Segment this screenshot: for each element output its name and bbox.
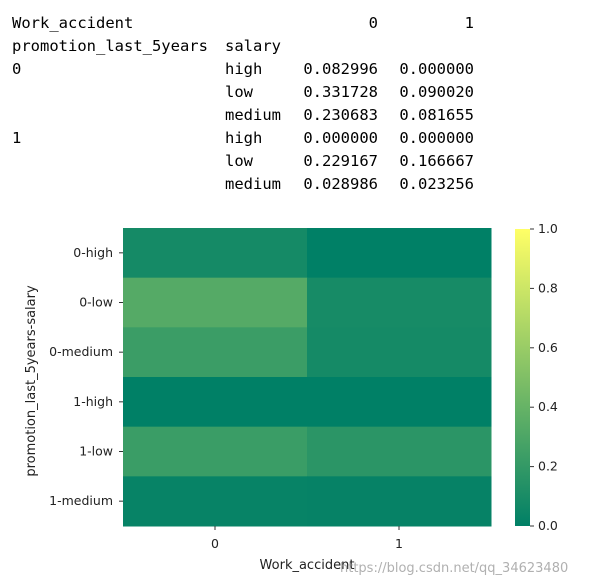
column-header-0: 0 [368, 14, 378, 32]
row-value-0: 0.230683 [303, 106, 378, 124]
y-tick-label: 0-high [73, 245, 113, 260]
index-name-salary: salary [225, 37, 281, 55]
watermark: https://blog.csdn.net/qq_34623480 [340, 561, 569, 576]
x-tick-label: 1 [395, 536, 403, 551]
y-tick-label: 0-low [79, 295, 113, 310]
colorbar-tick-label: 0.0 [538, 518, 558, 533]
heatmap-cell [307, 277, 492, 328]
row-value-0: 0.082996 [303, 60, 378, 78]
row-value-0: 0.028986 [303, 175, 378, 193]
y-tick-label: 1-low [79, 444, 113, 459]
colorbar-tick-label: 1.0 [538, 221, 558, 236]
row-salary-label: low [225, 83, 253, 101]
y-axis-label: promotion_last_5years-salary [24, 285, 39, 477]
row-promo-label: 0 [12, 60, 22, 78]
row-value-1: 0.166667 [399, 152, 474, 170]
row-promo-label: 1 [12, 129, 22, 147]
y-tick-label: 1-medium [49, 493, 113, 508]
index-name-promotion: promotion_last_5years [12, 37, 208, 55]
heatmap-cell [307, 228, 492, 279]
colorbar-tick-label: 0.2 [538, 459, 558, 474]
row-value-1: 0.023256 [399, 175, 474, 193]
heatmap-cell [307, 426, 492, 477]
row-value-0: 0.000000 [303, 129, 378, 147]
row-salary-label: low [225, 152, 253, 170]
heatmap-cell [307, 377, 492, 428]
y-tick-label: 1-high [73, 394, 113, 409]
heatmap-cell [123, 426, 308, 477]
row-value-0: 0.331728 [303, 83, 378, 101]
x-axis-label: Work_accident [260, 558, 355, 573]
column-header-label: Work_accident [12, 14, 134, 32]
row-value-1: 0.000000 [399, 60, 474, 78]
heatmap-cell [123, 377, 308, 428]
row-salary-label: medium [225, 175, 281, 193]
colorbar-tick-label: 0.8 [538, 280, 558, 295]
heatmap-chart: 0-high 0-low 0-medium 1-high 1-low 1-medium 0 1… [24, 221, 558, 573]
heatmap-cell [123, 476, 308, 527]
heatmap-cell [307, 476, 492, 527]
x-tick-label: 0 [211, 536, 219, 551]
dataframe-output: Work_accident 0 1 promotion_last_5years sala… [0, 0, 593, 200]
heatmap-cell [307, 327, 492, 378]
row-value-1: 0.000000 [399, 129, 474, 147]
colorbar-tick-label: 0.6 [538, 340, 558, 355]
row-value-1: 0.081655 [399, 106, 474, 124]
y-tick-label: 0-medium [49, 344, 113, 359]
row-salary-label: high [225, 60, 263, 78]
heatmap-cell [123, 327, 308, 378]
column-header-1: 1 [464, 14, 474, 32]
colorbar [515, 229, 530, 526]
heatmap-cell [123, 277, 308, 328]
row-salary-label: high [225, 129, 263, 147]
row-value-0: 0.229167 [303, 152, 378, 170]
heatmap-cell [123, 228, 308, 279]
row-salary-label: medium [225, 106, 281, 124]
row-value-1: 0.090020 [399, 83, 474, 101]
colorbar-tick-label: 0.4 [538, 399, 558, 414]
